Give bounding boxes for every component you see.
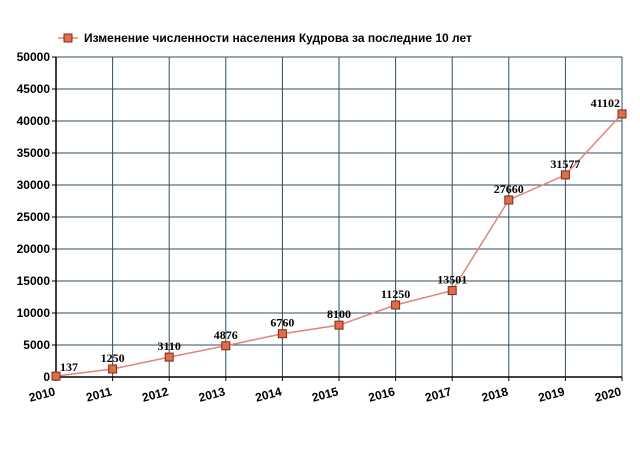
data-point-2011 bbox=[108, 364, 118, 374]
legend-label: Изменение численности населения Кудрова … bbox=[84, 31, 472, 45]
data-point-2020 bbox=[617, 109, 627, 119]
legend: Изменение численности населения Кудрова … bbox=[58, 31, 472, 45]
data-point-2018 bbox=[504, 195, 514, 205]
data-point-2010 bbox=[51, 371, 61, 381]
data-label-2018: 27660 bbox=[494, 182, 524, 196]
data-point-2014 bbox=[277, 329, 287, 339]
x-tick-label: 2013 bbox=[197, 384, 227, 405]
x-tick-label: 2012 bbox=[141, 384, 171, 405]
x-axis-ticks: 2010 2011 2012 2013 2014 2015 2016 2017 2018 2019… bbox=[27, 377, 623, 405]
data-label-2014: 6760 bbox=[270, 316, 294, 330]
axes bbox=[52, 57, 622, 381]
y-tick-label: 35000 bbox=[17, 146, 51, 160]
data-label-2015: 8100 bbox=[327, 307, 351, 321]
x-tick-label: 2010 bbox=[27, 384, 57, 405]
data-label-2019: 31577 bbox=[550, 157, 580, 171]
x-tick-label: 2011 bbox=[85, 384, 114, 404]
data-point-2016 bbox=[391, 300, 401, 310]
series: 137 1250 3110 4876 6760 8100 11250 13501 27660 31… bbox=[51, 96, 627, 381]
data-point-2012 bbox=[164, 352, 174, 362]
x-tick-label: 2016 bbox=[367, 384, 397, 405]
y-tick-label: 0 bbox=[43, 370, 50, 384]
data-label-2016: 11250 bbox=[381, 287, 410, 301]
data-point-2015 bbox=[334, 320, 344, 330]
data-point-2017 bbox=[447, 286, 457, 296]
data-point-2013 bbox=[221, 341, 231, 351]
y-tick-label: 45000 bbox=[17, 82, 51, 96]
y-tick-label: 25000 bbox=[17, 210, 51, 224]
y-axis-ticks: 0 5000 10000 15000 20000 25000 30000 35000 40000… bbox=[17, 50, 56, 384]
grid bbox=[56, 56, 623, 377]
data-label-2010: 137 bbox=[60, 360, 78, 374]
data-label-2012: 3110 bbox=[158, 339, 181, 353]
y-tick-label: 20000 bbox=[17, 242, 51, 256]
x-tick-label: 2014 bbox=[254, 384, 284, 405]
data-point-2019 bbox=[560, 170, 570, 180]
x-tick-label: 2015 bbox=[310, 384, 340, 405]
y-tick-label: 5000 bbox=[23, 338, 50, 352]
x-tick-label: 2019 bbox=[537, 384, 567, 405]
legend-marker-swatch bbox=[63, 33, 73, 43]
y-tick-label: 10000 bbox=[17, 306, 51, 320]
x-tick-label: 2018 bbox=[480, 384, 510, 405]
y-tick-label: 50000 bbox=[17, 50, 51, 64]
data-label-2011: 1250 bbox=[101, 351, 125, 365]
y-tick-label: 40000 bbox=[17, 114, 51, 128]
y-tick-label: 30000 bbox=[17, 178, 51, 192]
x-tick-label: 2020 bbox=[593, 384, 623, 405]
y-tick-label: 15000 bbox=[17, 274, 51, 288]
x-tick-label: 2017 bbox=[424, 384, 454, 405]
data-label-2020: 41102 bbox=[591, 96, 620, 110]
data-label-2013: 4876 bbox=[214, 328, 238, 342]
data-label-2017: 13501 bbox=[437, 273, 467, 287]
